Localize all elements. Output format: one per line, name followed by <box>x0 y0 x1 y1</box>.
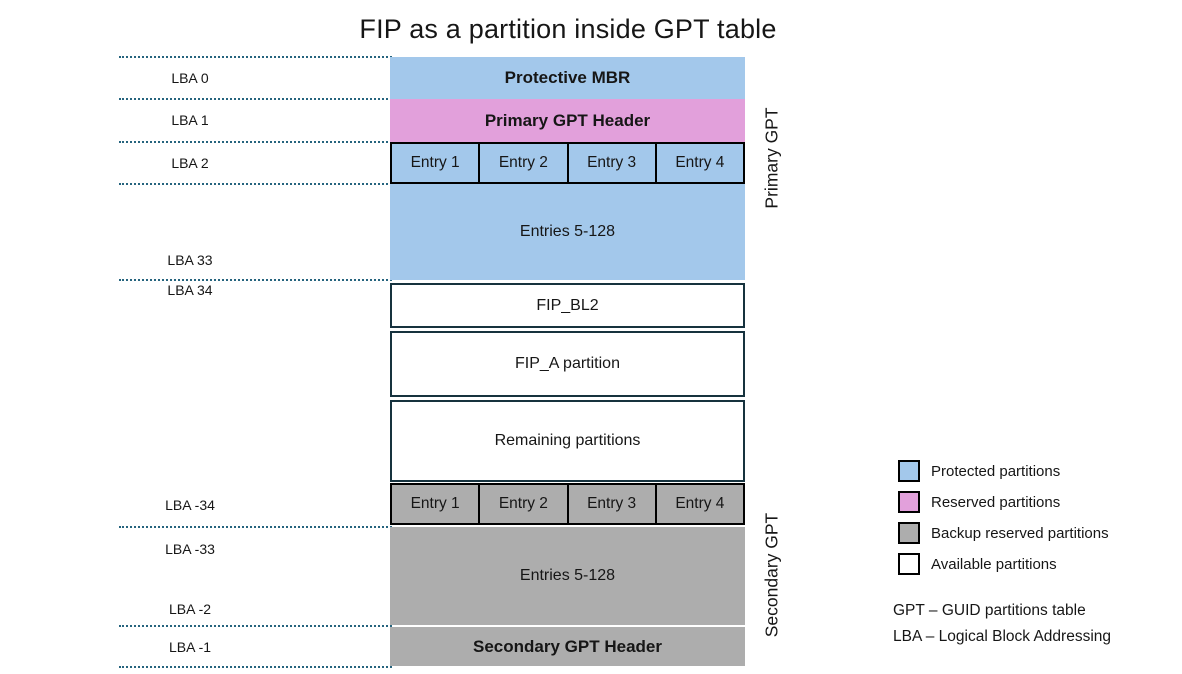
lba-boundary-line <box>119 526 392 528</box>
box-fip-a-partition: FIP_A partition <box>390 331 745 397</box>
lba-label-2: LBA 2 <box>171 155 209 171</box>
lba-boundary-line <box>119 98 392 100</box>
secondary-entry-2: Entry 2 <box>478 485 567 523</box>
lba-label-33: LBA 33 <box>167 252 213 268</box>
legend-label: Available partitions <box>931 555 1057 573</box>
lba-boundary-line <box>119 625 392 627</box>
primary-entry-2: Entry 2 <box>478 144 567 182</box>
box-protective-mbr: Protective MBR <box>390 57 745 99</box>
legend-label: Protected partitions <box>931 462 1061 480</box>
page-title: FIP as a partition inside GPT table <box>359 14 777 44</box>
box-secondary-gpt-header: Secondary GPT Header <box>390 627 745 666</box>
lba-boundary-line <box>119 56 392 58</box>
legend-item-available: Available partitions <box>898 553 1057 575</box>
box-remaining-partitions: Remaining partitions <box>390 400 745 482</box>
lba-label-34: LBA 34 <box>167 282 213 298</box>
legend-label: Reserved partitions <box>931 493 1061 511</box>
legend-item-protected: Protected partitions <box>898 460 1060 482</box>
lba-label-1: LBA 1 <box>171 112 209 128</box>
secondary-entry-4: Entry 4 <box>654 485 743 523</box>
primary-entry-3: Entry 3 <box>566 144 655 182</box>
lba-boundary-line <box>119 279 392 281</box>
legend-item-reserved: Reserved partitions <box>898 491 1060 513</box>
lba-label-n2: LBA -2 <box>168 601 212 617</box>
box-secondary-entries-5-128: Entries 5-128 <box>390 527 745 625</box>
secondary-entry-1: Entry 1 <box>392 485 479 523</box>
secondary-entry-3: Entry 3 <box>566 485 655 523</box>
box-primary-entries-5-128: Entries 5-128 <box>390 184 745 280</box>
note-lba-abbreviation: LBA – Logical Block Addressing <box>893 628 1111 645</box>
lba-boundary-line <box>119 141 392 143</box>
box-primary-gpt-header: Primary GPT Header <box>390 99 745 142</box>
reserved-swatch-icon <box>898 491 920 513</box>
available-swatch-icon <box>898 553 920 575</box>
protected-swatch-icon <box>898 460 920 482</box>
side-label-secondary-gpt: Secondary GPT <box>761 512 782 638</box>
box-fip-bl2: FIP_BL2 <box>390 283 745 328</box>
lba-boundary-line <box>119 666 392 668</box>
backup-swatch-icon <box>898 522 920 544</box>
lba-label-n34: LBA -34 <box>165 497 215 513</box>
note-gpt-abbreviation: GPT – GUID partitions table <box>893 602 1086 619</box>
lba-boundary-line <box>119 183 392 185</box>
secondary-entry-row: Entry 1 Entry 2 Entry 3 Entry 4 <box>390 483 745 525</box>
legend-item-backup: Backup reserved partitions <box>898 522 1109 544</box>
primary-entry-1: Entry 1 <box>392 144 479 182</box>
lba-label-n1: LBA -1 <box>168 639 212 655</box>
lba-label-n33: LBA -33 <box>165 541 215 557</box>
primary-entry-row: Entry 1 Entry 2 Entry 3 Entry 4 <box>390 142 745 184</box>
primary-entry-4: Entry 4 <box>654 144 743 182</box>
lba-label-0: LBA 0 <box>171 70 209 86</box>
side-label-primary-gpt: Primary GPT <box>761 107 782 209</box>
legend-label: Backup reserved partitions <box>931 524 1109 542</box>
